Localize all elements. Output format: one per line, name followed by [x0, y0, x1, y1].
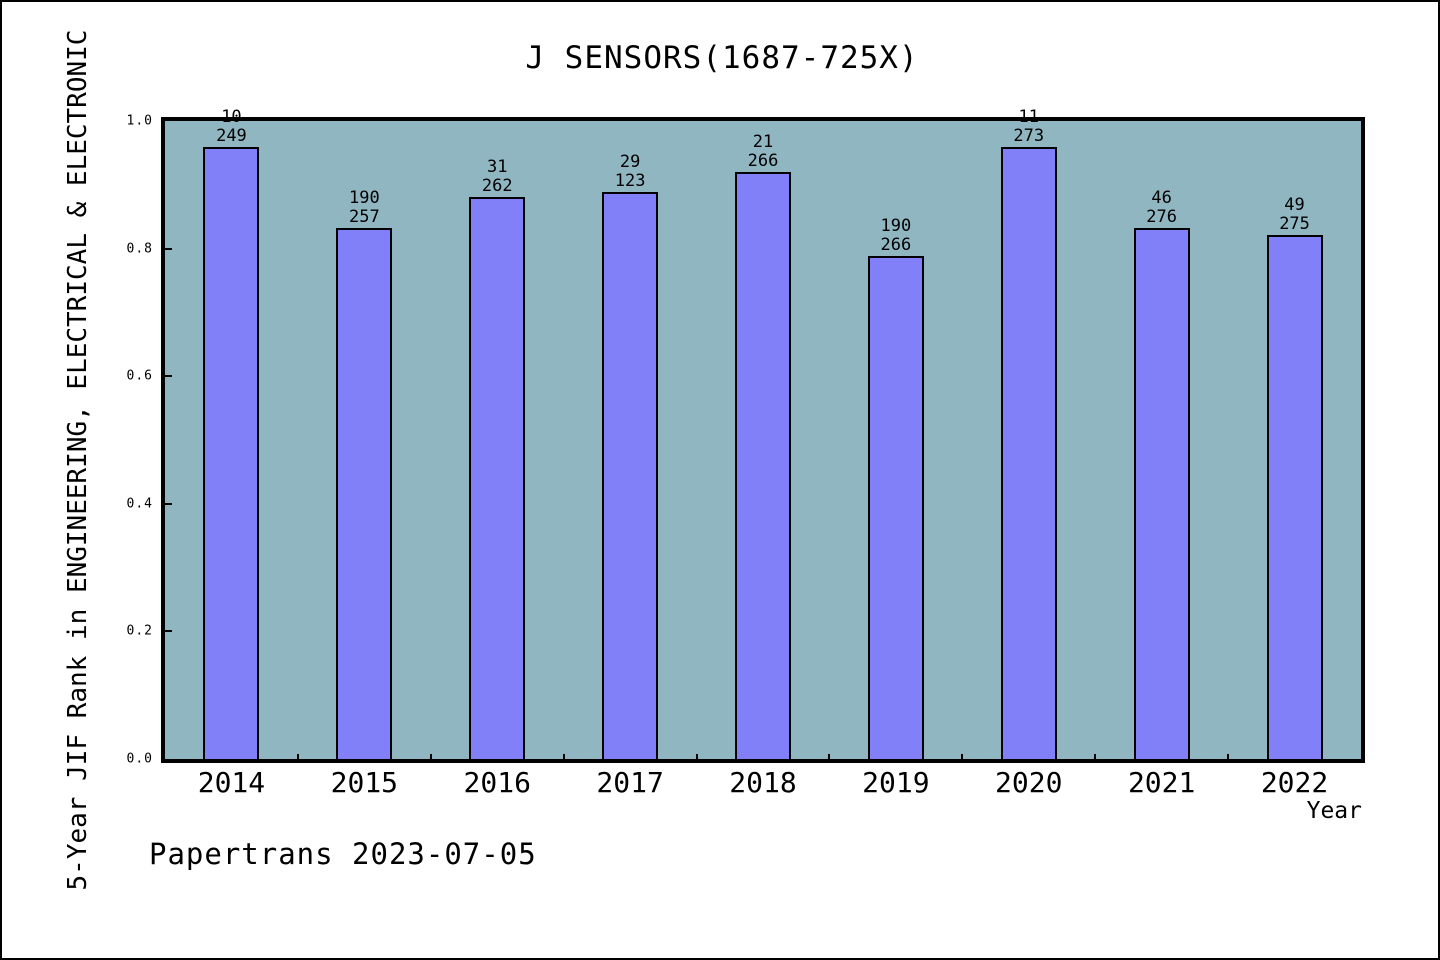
x-category-label-2020: 2020: [995, 766, 1063, 799]
bar-label-numerator: 31: [486, 157, 508, 177]
x-tick-mark: [297, 754, 299, 763]
x-tick-mark: [430, 754, 432, 763]
bar-label-numerator: 190: [348, 188, 380, 208]
bar-value-label-2018: 21 266: [748, 133, 779, 171]
bar-label-numerator: 46: [1151, 188, 1172, 208]
bar-value-label-2019: 190 266: [881, 217, 912, 255]
x-category-label-2014: 2014: [197, 766, 266, 799]
bar-value-label-2022: 49 275: [1279, 196, 1310, 234]
bar-label-numerator: 29: [619, 152, 641, 172]
y-tick-label-0.4: 0.4: [126, 496, 153, 512]
bar-label-denominator: 275: [1279, 214, 1310, 234]
bar-label-denominator: 273: [1013, 126, 1045, 146]
bar-2019: [868, 256, 924, 763]
bar-2016: [469, 197, 525, 763]
bar-value-label-2021: 46 276: [1146, 189, 1177, 227]
bar-label-denominator: 276: [1146, 207, 1178, 227]
x-tick-mark: [1227, 754, 1229, 763]
bar-value-label-2016: 31 262: [482, 158, 513, 196]
y-axis-title: 5-Year JIF Rank in ENGINEERING, ELECTRIC…: [63, 29, 93, 891]
x-tick-mark: [1094, 754, 1096, 763]
y-tick-label-0.2: 0.2: [126, 623, 153, 639]
bar-2017: [602, 192, 658, 763]
bar-label-denominator: 262: [481, 176, 513, 196]
bar-2020: [1001, 147, 1057, 763]
footer-watermark: Papertrans 2023-07-05: [149, 837, 537, 871]
bar-2015: [336, 228, 392, 763]
y-tick-mark: [161, 248, 172, 250]
bar-label-numerator: 10: [221, 107, 242, 127]
y-tick-label-1.0: 1.0: [126, 113, 153, 129]
bar-label-numerator: 11: [1018, 107, 1039, 127]
x-category-label-2015: 2015: [330, 766, 399, 799]
bar-label-numerator: 21: [752, 132, 774, 152]
y-tick-label-0.6: 0.6: [126, 368, 153, 384]
x-axis-title: Year: [1306, 798, 1362, 824]
y-tick-label-0.8: 0.8: [126, 241, 153, 257]
bar-value-label-2014: 10 249: [216, 108, 247, 146]
x-category-label-2018: 2018: [729, 766, 797, 799]
plot-area: 10 249 190 257 31 262 29 123 21 266 190 266 11 273 46 2…: [161, 108, 1365, 763]
x-category-label-2022: 2022: [1260, 766, 1329, 799]
bar-value-label-2015: 190 257: [349, 189, 380, 227]
x-tick-mark: [828, 754, 830, 763]
y-tick-label-0.0: 0.0: [126, 751, 153, 767]
bar-2018: [735, 172, 791, 763]
bar-value-label-2020: 11 273: [1013, 108, 1044, 146]
x-tick-mark: [563, 754, 565, 763]
bar-label-denominator: 249: [216, 126, 247, 146]
bar-2022: [1267, 235, 1323, 763]
chart-title: J SENSORS(1687-725X): [525, 40, 919, 76]
x-tick-mark: [961, 754, 963, 763]
bar-label-denominator: 123: [614, 171, 646, 191]
bar-2021: [1134, 228, 1190, 763]
bar-label-denominator: 266: [880, 235, 912, 255]
x-category-label-2021: 2021: [1127, 766, 1196, 799]
y-tick-mark: [161, 503, 172, 505]
bar-label-numerator: 190: [880, 216, 912, 236]
x-tick-mark: [696, 754, 698, 763]
x-category-label-2019: 2019: [862, 766, 930, 799]
y-tick-mark: [161, 375, 172, 377]
x-category-label-2017: 2017: [596, 766, 664, 799]
bar-2014: [203, 147, 259, 763]
bar-label-numerator: 49: [1284, 195, 1305, 215]
bar-label-denominator: 257: [348, 207, 380, 227]
bar-label-denominator: 266: [747, 151, 779, 171]
x-category-label-2016: 2016: [463, 766, 531, 799]
y-tick-mark: [161, 630, 172, 632]
bar-value-label-2017: 29 123: [615, 153, 646, 191]
